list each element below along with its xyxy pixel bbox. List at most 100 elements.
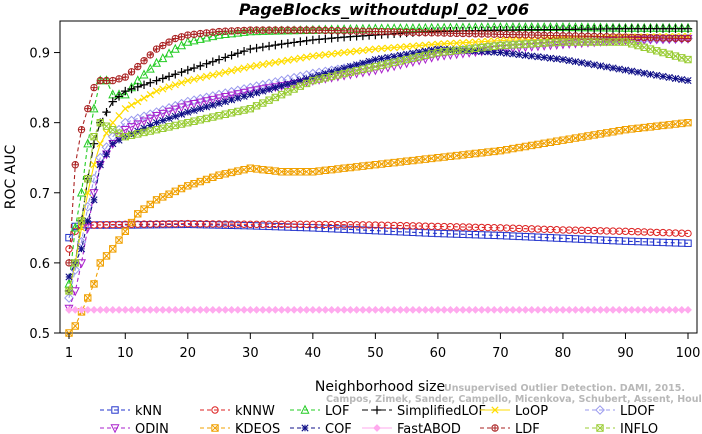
legend-label: LoOP <box>515 404 548 419</box>
data-point-odin <box>70 287 80 297</box>
data-point-kdeos <box>215 171 223 179</box>
data-point-ldf <box>296 26 305 34</box>
legend-marker <box>211 406 219 414</box>
data-point-fastabod <box>571 305 580 314</box>
data-point-ldf <box>352 27 361 35</box>
data-point-fastabod <box>627 305 636 314</box>
data-point-cof <box>378 54 386 63</box>
data-point-kdeos <box>584 132 592 140</box>
data-point-loop <box>140 94 148 102</box>
data-point-odin <box>145 114 155 124</box>
x-tick-label: 10 <box>117 346 134 361</box>
data-point-fastabod <box>171 305 180 314</box>
data-point-fastabod <box>521 305 530 314</box>
data-point-knn <box>684 239 692 247</box>
data-point-fastabod <box>440 305 449 314</box>
data-point-loop <box>378 44 386 53</box>
x-tick-label: 50 <box>367 346 384 361</box>
legend-label: LOF <box>325 404 350 419</box>
data-point-lof <box>233 27 243 37</box>
data-point-loop <box>396 43 405 51</box>
data-point-kdeos <box>102 252 111 260</box>
data-point-odin <box>345 70 355 80</box>
data-point-lof <box>164 48 174 58</box>
data-point-loop <box>146 90 154 99</box>
data-point-kdeos <box>565 135 573 143</box>
data-point-cof <box>565 57 573 65</box>
data-point-inflo <box>484 43 492 51</box>
data-point-ldf <box>202 29 211 37</box>
data-point-cof <box>384 53 392 62</box>
data-point-kdeos <box>421 155 430 163</box>
data-point-loop <box>109 119 117 127</box>
data-point-loop <box>352 47 361 55</box>
data-point-inflo <box>371 62 380 71</box>
data-point-cof <box>177 110 186 118</box>
data-point-ldf <box>409 28 417 37</box>
legend-marker <box>110 424 120 434</box>
data-point-cof <box>590 61 598 69</box>
legend-marker <box>596 424 604 432</box>
data-point-kdeos <box>327 165 336 174</box>
data-point-cof <box>478 47 486 56</box>
data-point-kdeos <box>321 166 330 175</box>
data-point-cof <box>240 92 248 100</box>
data-point-fastabod <box>183 305 192 314</box>
data-point-cof <box>540 53 548 62</box>
data-point-fastabod <box>240 305 248 314</box>
data-point-simplifiedlof <box>271 40 280 50</box>
data-point-ldf <box>340 27 348 35</box>
data-point-fastabod <box>559 305 567 314</box>
data-point-cof <box>127 130 136 138</box>
data-point-cof <box>615 65 623 73</box>
series-kdeos <box>65 118 692 337</box>
data-point-kdeos <box>184 182 192 190</box>
data-point-kdeos <box>603 129 611 137</box>
data-point-ldf <box>571 32 580 40</box>
data-point-inflo <box>377 61 386 69</box>
legend-marker <box>372 405 382 415</box>
data-point-ldf <box>671 34 680 42</box>
data-point-kdeos <box>502 145 511 154</box>
data-point-loop <box>296 54 304 62</box>
data-point-kdeos <box>628 125 636 133</box>
data-point-loop <box>215 69 223 78</box>
data-point-odin <box>120 125 130 135</box>
data-point-simplifiedlof <box>89 139 99 148</box>
data-point-odin <box>214 94 224 104</box>
data-point-cof <box>634 68 642 76</box>
data-point-simplifiedlof <box>239 46 249 56</box>
data-point-kdeos <box>578 133 586 141</box>
data-point-simplifiedlof <box>189 63 199 73</box>
data-point-loop <box>77 224 86 232</box>
data-point-ldf <box>109 76 117 85</box>
data-point-inflo <box>396 57 405 65</box>
data-point-cof <box>365 57 373 65</box>
data-point-inflo <box>121 132 129 141</box>
data-point-ldf <box>265 26 273 34</box>
data-point-loop <box>227 67 236 75</box>
data-point-ldf <box>434 29 442 37</box>
data-point-cof <box>653 71 661 79</box>
data-point-kdeos <box>221 170 230 178</box>
data-point-lof <box>139 69 149 79</box>
data-point-lof <box>145 63 155 73</box>
data-point-odin <box>245 87 255 97</box>
data-point-kdeos <box>209 173 217 182</box>
data-point-ldf <box>302 26 311 34</box>
data-point-kdeos <box>621 125 630 134</box>
x-tick-label: 80 <box>555 346 572 361</box>
legend-item-lof: LOF <box>290 404 350 419</box>
data-point-cof <box>534 53 542 61</box>
legend-item-simplifiedlof: SimplifiedLOF <box>362 404 486 419</box>
data-point-lof <box>83 138 93 148</box>
data-point-ldf <box>421 28 430 37</box>
data-point-ldf <box>390 28 398 36</box>
data-point-cof <box>503 49 511 57</box>
data-point-inflo <box>415 53 423 61</box>
data-point-cof <box>646 70 655 78</box>
data-point-loop <box>446 39 455 48</box>
data-point-cof <box>140 124 148 132</box>
data-point-loop <box>277 57 286 65</box>
data-point-cof <box>559 55 567 64</box>
